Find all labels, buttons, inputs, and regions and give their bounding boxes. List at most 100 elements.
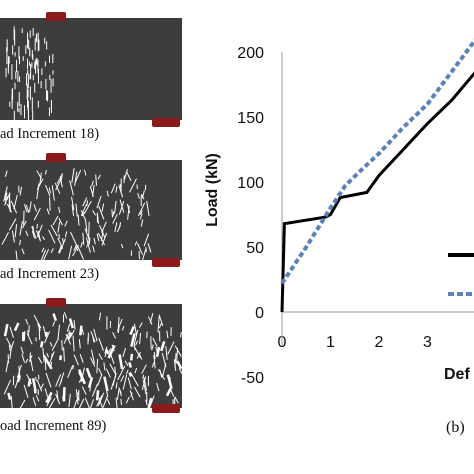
- crack-line: [35, 395, 40, 402]
- crack-line: [106, 190, 109, 197]
- crack-line: [8, 344, 11, 351]
- crack-line: [114, 222, 118, 232]
- crack-line: [57, 221, 61, 233]
- crack-line: [127, 205, 130, 220]
- load-plate: [46, 298, 66, 307]
- crack-line: [5, 360, 9, 373]
- crack-line: [103, 362, 106, 371]
- crack-line: [39, 341, 44, 348]
- crack-line: [130, 333, 136, 347]
- crack-line: [69, 180, 74, 196]
- crack-line: [93, 237, 96, 245]
- crack-line: [44, 169, 47, 175]
- crack-line: [97, 174, 101, 180]
- crack-line: [109, 363, 117, 376]
- crack-line: [28, 201, 32, 212]
- crack-line: [147, 397, 153, 408]
- crack-line: [19, 239, 21, 246]
- crack-line: [26, 333, 33, 345]
- crack-line: [92, 210, 96, 216]
- crack-line: [46, 397, 52, 407]
- crack-line: [31, 378, 37, 392]
- crack-lines: [3, 311, 182, 408]
- crack-line: [158, 314, 164, 327]
- crack-line: [158, 322, 162, 329]
- crack-line: [140, 219, 144, 227]
- crack-line: [134, 241, 138, 246]
- crack-line: [124, 360, 129, 367]
- crack-line: [36, 379, 43, 392]
- crack-line: [102, 395, 108, 408]
- crack-line: [39, 172, 42, 185]
- crack-line: [157, 316, 160, 333]
- y-tick-label: 150: [237, 110, 264, 127]
- crack-line: [125, 171, 132, 182]
- crack-line: [147, 243, 152, 253]
- crack-line: [139, 332, 142, 345]
- crack-line: [85, 237, 91, 253]
- crack-line: [15, 323, 18, 329]
- crack-line: [70, 231, 78, 247]
- crack-line: [23, 203, 28, 213]
- crack-line: [133, 323, 137, 335]
- crack-line: [75, 203, 78, 217]
- crack-line: [173, 359, 177, 371]
- crack-line: [48, 351, 55, 366]
- crack-line: [9, 346, 12, 359]
- crack-line: [104, 351, 107, 358]
- crack-line: [97, 374, 103, 386]
- crack-line: [116, 389, 120, 400]
- crack-line: [115, 186, 118, 193]
- crack-line: [51, 185, 55, 201]
- crack-line: [123, 168, 128, 180]
- crack-line: [117, 365, 126, 381]
- crack-line: [122, 374, 128, 390]
- crack-line: [138, 322, 143, 328]
- crack-line: [98, 312, 102, 321]
- crack-line: [56, 173, 63, 184]
- crack-line: [107, 344, 116, 359]
- load-plate: [46, 153, 66, 162]
- crack-line: [146, 200, 150, 216]
- crack-line: [52, 321, 56, 327]
- crack-line: [134, 367, 138, 374]
- crack-line: [117, 317, 120, 333]
- crack-line: [118, 185, 124, 198]
- crack-line: [42, 354, 53, 370]
- crack-line: [113, 200, 117, 214]
- crack-line: [37, 356, 43, 364]
- crack-line: [61, 340, 63, 351]
- crack-line: [6, 337, 13, 348]
- crack-line: [125, 369, 129, 375]
- crack-line: [31, 230, 36, 239]
- crack-line: [78, 398, 85, 408]
- crack-line: [168, 376, 171, 383]
- crack-line: [21, 220, 27, 229]
- support-plate: [152, 118, 180, 127]
- crack-line: [155, 346, 161, 357]
- crack-line: [14, 224, 18, 238]
- crack-line: [82, 232, 85, 245]
- crack-line: [67, 331, 73, 340]
- crack-line: [63, 347, 65, 362]
- crack-line: [143, 377, 148, 391]
- crack-line: [78, 371, 85, 385]
- crack-line: [103, 376, 109, 392]
- crack-line: [89, 399, 95, 408]
- crack-line: [158, 368, 166, 380]
- crack-line: [174, 345, 182, 358]
- crack-line: [151, 344, 154, 351]
- crack-line: [57, 237, 64, 249]
- crack-line: [68, 245, 73, 260]
- crack-line: [46, 208, 50, 215]
- crack-line: [71, 196, 75, 211]
- crack-line: [26, 374, 33, 385]
- crack-line: [98, 205, 105, 220]
- crack-line: [64, 220, 68, 227]
- crack-line: [1, 232, 9, 245]
- crack-line: [128, 362, 133, 368]
- y-tick-label: -50: [241, 370, 264, 387]
- crack-line: [44, 331, 51, 344]
- x-tick-label: 1: [326, 334, 335, 351]
- crack-line: [74, 169, 82, 183]
